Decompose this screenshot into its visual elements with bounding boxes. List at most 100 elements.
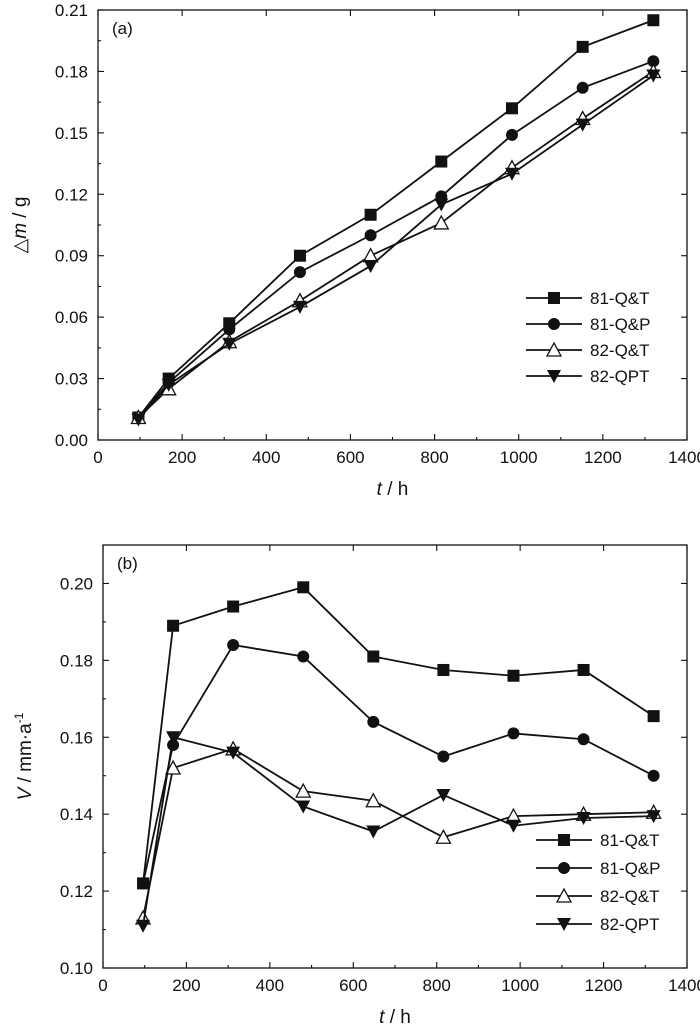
panel2-series-3-line xyxy=(142,747,654,919)
panel1-series-4-point xyxy=(575,118,590,132)
panel2-y-tick-label: 0.10 xyxy=(60,959,93,978)
panel2-series-4-point xyxy=(646,810,661,824)
panel2-series-2-point xyxy=(297,650,310,663)
panel1-y-axis-unit: / g xyxy=(10,197,31,223)
panel1-x-tick-label: 1200 xyxy=(584,448,622,467)
panel2-y-axis-sup: -1 xyxy=(12,712,26,723)
panel2-series-1-point xyxy=(647,710,660,723)
panel1-series-1-point xyxy=(505,102,518,115)
panel2-legend-marker-3 xyxy=(555,887,573,903)
panel2-panel-label: (b) xyxy=(117,554,138,573)
panel1-series-1-line xyxy=(137,19,654,419)
panel2-series-1-point xyxy=(577,663,590,676)
panel1-series-4-point xyxy=(504,167,519,181)
panel1-x-tick-label: 400 xyxy=(252,448,280,467)
panel2-series-1-point xyxy=(167,619,180,632)
panel2-series-1-point xyxy=(367,650,380,663)
panel1-legend-label-2: 81-Q&P xyxy=(590,315,650,334)
panel2-y-tick-label: 0.18 xyxy=(60,651,93,670)
panel2-series-2 xyxy=(137,638,660,890)
panel1-legend-label-4: 82-QPT xyxy=(590,367,650,386)
panel1-y-axis-prefix: △ xyxy=(10,238,31,253)
panel2-series-1-line xyxy=(142,586,655,884)
panel1-y-tick-label: 0.03 xyxy=(55,370,88,389)
panel1-series-1-point xyxy=(293,249,306,262)
panel1-series-1-point xyxy=(364,208,377,221)
panel2-series-1-point xyxy=(227,600,240,613)
panel2-series-2-point xyxy=(437,750,450,763)
panel2-series-2-point xyxy=(227,638,240,651)
panel2-legend-marker-4 xyxy=(557,918,571,931)
panel1-x-axis-unit: / h xyxy=(382,479,408,500)
panel1-series-1-point xyxy=(647,14,660,27)
panel1-series-4-point xyxy=(646,69,661,83)
panel2-series-4-point xyxy=(366,825,381,839)
panel2-series-1-point xyxy=(507,669,520,682)
panel2-series-2-point xyxy=(167,738,180,751)
panel1-y-tick-label: 0.00 xyxy=(55,431,88,450)
panel1-x-axis-var: t xyxy=(377,479,383,500)
panel1-series-2-point xyxy=(576,81,589,94)
panel2-series-3-point xyxy=(295,782,312,798)
panel1-y-axis-label: △m / g xyxy=(10,197,31,254)
panel1-legend-label-1: 81-Q&T xyxy=(590,289,650,308)
panel2-legend-marker-2 xyxy=(558,862,570,874)
panel2-x-axis-label: t / h xyxy=(379,1007,411,1028)
panel2-series-4-point xyxy=(576,812,591,826)
panel1-legend-label-3: 82-Q&T xyxy=(590,341,650,360)
panel2-x-tick-label: 1000 xyxy=(501,976,539,995)
panel2-legend: 81-Q&T 81-Q&P 82-Q&T 82-QPT xyxy=(536,831,660,934)
panel2-series-3-point xyxy=(435,828,452,844)
panel1-y-axis-var: m xyxy=(10,223,31,239)
panel2-y-tick-label: 0.14 xyxy=(60,805,93,824)
panel1-series-2-point xyxy=(364,229,377,242)
panel1-series-2-point xyxy=(293,266,306,279)
panel1-y-tick-label: 0.12 xyxy=(55,185,88,204)
panel1-series-4-point xyxy=(363,259,378,273)
panel2-series-4-point xyxy=(296,800,311,814)
panel1-series-2-point xyxy=(505,128,518,141)
panel2-legend-label-1: 81-Q&T xyxy=(600,831,660,850)
panel2-series-3-point xyxy=(365,792,382,808)
panel2-series-4 xyxy=(136,731,661,933)
panel1-x-tick-label: 0 xyxy=(93,448,102,467)
panel1-series-2-line xyxy=(137,60,654,419)
panel2-y-tick-label: 0.20 xyxy=(60,574,93,593)
panel1-legend-marker-1 xyxy=(548,292,560,304)
panel2-series-2-point xyxy=(367,715,380,728)
panel1-y-tick-label: 0.06 xyxy=(55,308,88,327)
panel2-series-4-point xyxy=(166,731,181,745)
panel2-legend-label-2: 81-Q&P xyxy=(600,859,660,878)
panel2-series-4-point xyxy=(506,819,521,833)
panel2-y-tick-label: 0.12 xyxy=(60,882,93,901)
panel1-series-2-point xyxy=(647,55,660,68)
panel1-legend-marker-4 xyxy=(547,370,561,383)
panel1-series-4 xyxy=(131,69,661,427)
panel1-y-tick-label: 0.18 xyxy=(55,62,88,81)
panel2-y-axis-unit: / mm·a xyxy=(15,723,36,788)
panel1-x-tick-label: 800 xyxy=(420,448,448,467)
panel1-legend: 81-Q&T 81-Q&P 82-Q&T 82-QPT xyxy=(526,289,650,386)
panel1-x-tick-label: 1000 xyxy=(500,448,538,467)
panel1-series-1 xyxy=(132,14,660,424)
panel2-series-2-point xyxy=(577,733,590,746)
panel1-x-axis-label: t / h xyxy=(377,479,409,500)
panel2-series-4-point xyxy=(136,919,151,933)
panel1-legend-marker-2 xyxy=(548,318,560,330)
panel1-y-tick-label: 0.21 xyxy=(55,1,88,20)
panel2-series-2-point xyxy=(647,769,660,782)
panel2-x-tick-label: 600 xyxy=(339,976,367,995)
panel2-x-tick-label: 1200 xyxy=(585,976,623,995)
panel1-y-tick-label: 0.09 xyxy=(55,247,88,266)
panel2-series-3-point xyxy=(164,759,182,775)
panel2-series-4-line xyxy=(142,736,654,926)
panel1-series-1-point xyxy=(435,155,448,168)
panel2-series-1-point xyxy=(297,581,310,594)
panel1-series-3-point xyxy=(433,214,450,230)
panel1-series-1-point xyxy=(576,40,589,53)
